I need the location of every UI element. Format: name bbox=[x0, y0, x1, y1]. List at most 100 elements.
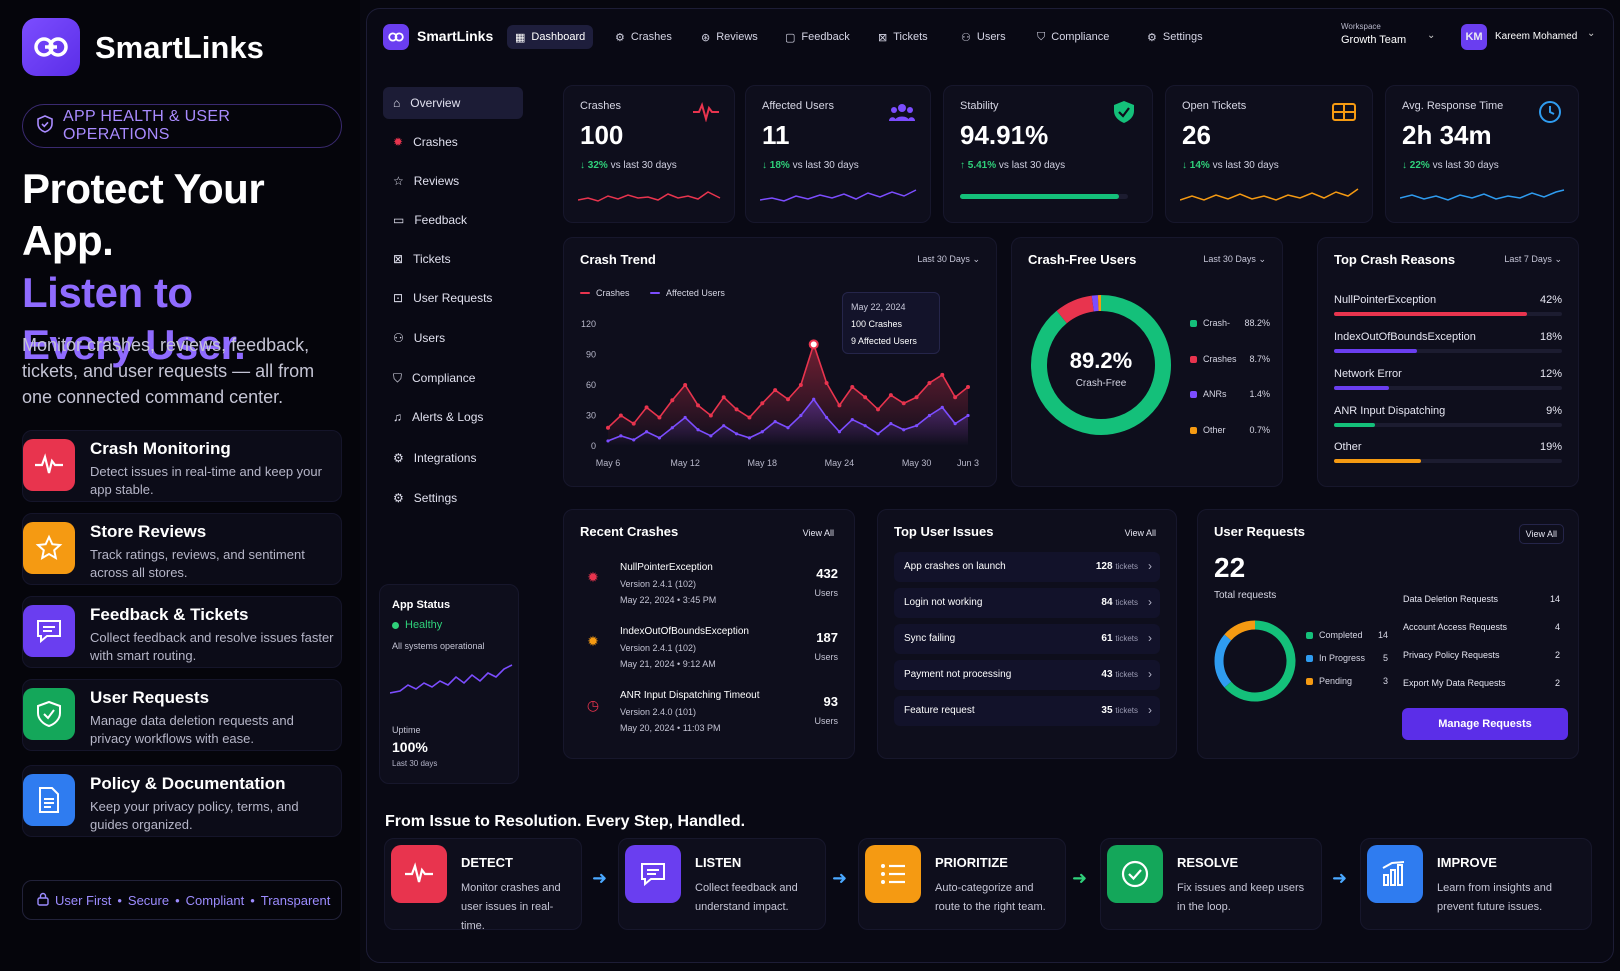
data-point[interactable] bbox=[606, 439, 610, 443]
data-point[interactable] bbox=[747, 436, 752, 440]
chevron-down-icon[interactable]: ⌄ bbox=[1587, 28, 1596, 39]
top-crash-reasons-filter[interactable]: Last 7 Days ⌄ bbox=[1504, 254, 1562, 264]
donut-slice[interactable] bbox=[1031, 295, 1171, 435]
donut-slice[interactable] bbox=[1224, 620, 1256, 641]
request-type[interactable]: Account Access Requests bbox=[1403, 622, 1508, 632]
data-point[interactable] bbox=[773, 420, 777, 424]
crash-name[interactable]: NullPointerException bbox=[620, 562, 713, 573]
sidebar-item-overview[interactable]: ⌂ Overview bbox=[383, 87, 523, 119]
issue-row[interactable]: Feature request 35 tickets › bbox=[894, 696, 1160, 726]
avatar[interactable]: KM bbox=[1461, 24, 1487, 50]
data-point[interactable] bbox=[850, 417, 854, 422]
data-point[interactable] bbox=[837, 403, 842, 408]
data-point[interactable] bbox=[966, 413, 970, 418]
kpi-crashes[interactable]: Crashes 100 ↓ 32% vs last 30 days bbox=[563, 85, 735, 223]
data-point[interactable] bbox=[734, 407, 739, 412]
issue-row[interactable]: Sync failing 61 tickets › bbox=[894, 624, 1160, 654]
top-user-issues-view-all[interactable]: View All bbox=[1124, 528, 1156, 538]
user-name[interactable]: Kareem Mohamed bbox=[1495, 31, 1578, 42]
data-point[interactable] bbox=[696, 403, 700, 408]
nav-crashes[interactable]: ⚙ Crashes bbox=[615, 31, 672, 44]
data-point[interactable] bbox=[786, 397, 790, 402]
sidebar-item-compliance[interactable]: ⛉ Compliance bbox=[393, 370, 476, 386]
donut-slice[interactable] bbox=[1214, 634, 1232, 688]
sidebar-item-integrations[interactable]: ⚙ Integrations bbox=[393, 451, 477, 465]
request-type[interactable]: Privacy Policy Requests bbox=[1403, 650, 1500, 660]
workspace-selector[interactable]: Workspace Growth Team ⌄ bbox=[1341, 22, 1441, 52]
data-point[interactable] bbox=[760, 401, 765, 406]
manage-requests-button[interactable]: Manage Requests bbox=[1402, 708, 1568, 740]
data-point[interactable] bbox=[901, 401, 906, 406]
data-point[interactable] bbox=[850, 385, 855, 390]
data-point[interactable] bbox=[644, 430, 649, 434]
nav-compliance[interactable]: ⛉ Compliance bbox=[1037, 30, 1110, 44]
requests-donut[interactable] bbox=[1210, 616, 1300, 706]
sidebar-item-crashes[interactable]: ✹ Crashes bbox=[393, 135, 458, 149]
data-point[interactable] bbox=[618, 413, 623, 418]
data-point[interactable] bbox=[876, 432, 880, 436]
sidebar-item-users[interactable]: ⚇ Users bbox=[393, 331, 446, 345]
data-point[interactable] bbox=[888, 393, 893, 398]
nav-settings[interactable]: ⚙ Settings bbox=[1147, 31, 1203, 44]
data-point[interactable] bbox=[953, 395, 958, 400]
data-point[interactable] bbox=[863, 424, 867, 428]
data-point[interactable] bbox=[708, 413, 713, 418]
data-point[interactable] bbox=[824, 415, 829, 420]
sidebar-item-feedback[interactable]: ▭ Feedback bbox=[393, 213, 468, 227]
sidebar-item-user-requests[interactable]: ⊡ User Requests bbox=[393, 291, 493, 305]
data-point[interactable] bbox=[644, 405, 649, 410]
highlighted-point[interactable] bbox=[808, 339, 819, 350]
crash-trend-chart[interactable]: 0 30 60 90 120 May 6 May 12 May 18 May 24 May 30 J… bbox=[564, 238, 998, 488]
data-point[interactable] bbox=[709, 434, 713, 438]
kpi-affected-users[interactable]: Affected Users 11 ↓ 18% vs last 30 days bbox=[745, 85, 931, 223]
data-point[interactable] bbox=[696, 428, 700, 432]
data-point[interactable] bbox=[953, 422, 957, 426]
data-point[interactable] bbox=[876, 407, 880, 412]
data-point[interactable] bbox=[799, 413, 803, 418]
crash-free-donut[interactable] bbox=[1026, 290, 1176, 440]
sidebar-item-settings[interactable]: ⚙ Settings bbox=[393, 491, 458, 505]
data-point[interactable] bbox=[798, 383, 803, 387]
issue-row[interactable]: Login not working 84 tickets › bbox=[894, 588, 1160, 618]
data-point[interactable] bbox=[889, 422, 893, 426]
user-requests-view-all[interactable]: View All bbox=[1518, 524, 1564, 544]
issue-row[interactable]: Payment not processing 43 tickets › bbox=[894, 660, 1160, 690]
data-point[interactable] bbox=[914, 395, 919, 400]
data-point[interactable] bbox=[632, 438, 636, 442]
data-point[interactable] bbox=[683, 415, 687, 420]
app-logo-icon[interactable] bbox=[383, 24, 409, 50]
data-point[interactable] bbox=[619, 434, 623, 438]
kpi-avg-response-time[interactable]: Avg. Response Time 2h 34m ↓ 22% vs last … bbox=[1385, 85, 1579, 223]
kpi-stability[interactable]: Stability 94.91% ↑ 5.41% vs last 30 days bbox=[943, 85, 1153, 223]
request-type[interactable]: Export My Data Requests bbox=[1403, 678, 1506, 688]
data-point[interactable] bbox=[721, 395, 726, 400]
data-point[interactable] bbox=[863, 395, 868, 400]
nav-reviews[interactable]: ⊛ Reviews bbox=[701, 31, 758, 44]
data-point[interactable] bbox=[670, 426, 674, 430]
data-point[interactable] bbox=[927, 380, 932, 385]
data-point[interactable] bbox=[606, 425, 610, 430]
sidebar-item-reviews[interactable]: ☆ Reviews bbox=[393, 174, 460, 188]
crash-name[interactable]: IndexOutOfBoundsException bbox=[620, 626, 749, 637]
data-point[interactable] bbox=[670, 398, 675, 403]
data-point[interactable] bbox=[683, 383, 688, 387]
data-point[interactable] bbox=[786, 426, 790, 430]
crash-trend-filter[interactable]: Last 30 Days ⌄ bbox=[917, 254, 980, 264]
nav-feedback[interactable]: ▢ Feedback bbox=[785, 31, 850, 44]
crash-free-filter[interactable]: Last 30 Days ⌄ bbox=[1203, 254, 1266, 264]
sidebar-item-tickets[interactable]: ⊠ Tickets bbox=[393, 252, 451, 266]
data-point[interactable] bbox=[812, 397, 816, 401]
data-point[interactable] bbox=[824, 380, 829, 385]
data-point[interactable] bbox=[631, 421, 636, 426]
nav-tickets[interactable]: ⊠ Tickets bbox=[878, 31, 928, 44]
data-point[interactable] bbox=[902, 428, 906, 432]
recent-crashes-view-all[interactable]: View All bbox=[802, 528, 834, 538]
nav-dashboard[interactable]: ▦ Dashboard bbox=[507, 25, 594, 49]
data-point[interactable] bbox=[914, 424, 919, 428]
data-point[interactable] bbox=[657, 436, 662, 440]
data-point[interactable] bbox=[747, 415, 752, 420]
data-point[interactable] bbox=[940, 372, 945, 377]
data-point[interactable] bbox=[760, 430, 764, 434]
data-point[interactable] bbox=[657, 415, 662, 420]
nav-users[interactable]: ⚇ Users bbox=[961, 31, 1006, 44]
